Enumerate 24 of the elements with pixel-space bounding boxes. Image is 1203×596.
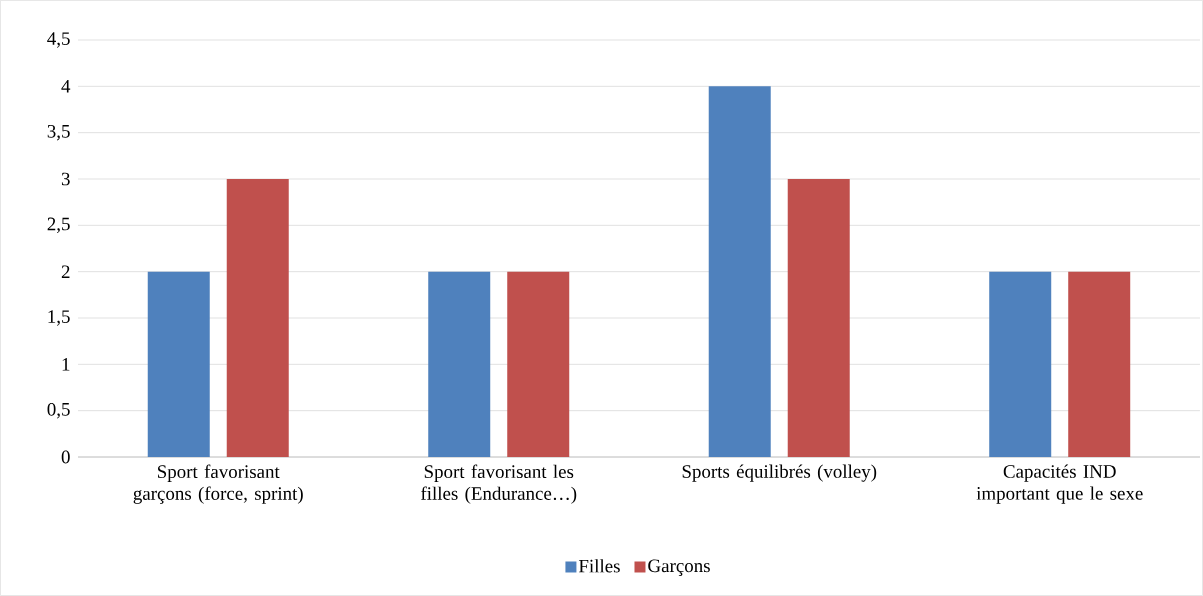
y-tick-label: 1,5 [48, 310, 70, 326]
y-tick-label: 3 [61, 172, 70, 186]
bar [989, 271, 1052, 457]
y-tick-label: 1 [62, 358, 70, 371]
bar [226, 179, 289, 457]
bar [147, 271, 210, 457]
bar [787, 179, 850, 457]
y-tick-label: 0 [61, 450, 70, 464]
y-tick-label: 4 [61, 80, 71, 93]
x-tick-label: Sport favorisant garçons (force, sprint) [133, 464, 303, 504]
bar [708, 86, 771, 457]
legend-label: Filles [578, 559, 620, 573]
y-tick-label: 2,5 [47, 217, 70, 234]
x-tick-label: Sports équilibrés (volley) [682, 464, 877, 482]
x-tick-label: Sport favorisant les filles (Endurance…) [421, 464, 577, 504]
bar [1068, 271, 1131, 457]
y-tick-label: 2 [61, 265, 70, 278]
y-tick-label: 4,5 [47, 32, 70, 48]
y-tick-label: 0,5 [47, 402, 70, 419]
bar [428, 271, 491, 457]
y-tick-label: 3,5 [47, 124, 70, 141]
x-tick-label: Capacités IND important que le sexe [976, 464, 1143, 504]
legend-label: Garçons [648, 559, 710, 577]
bar [507, 271, 570, 457]
